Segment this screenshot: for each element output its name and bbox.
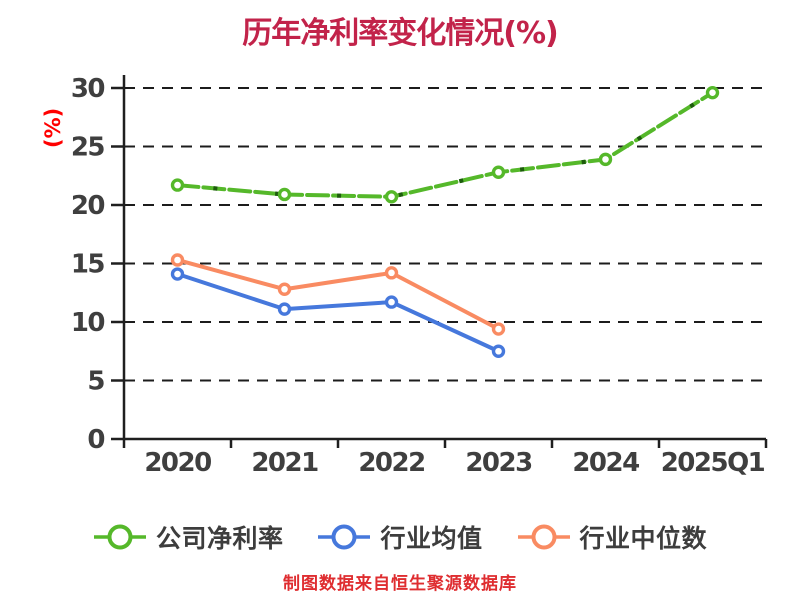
x-tick-label-2025Q1: 2025Q1 (661, 448, 765, 478)
y-tick-label: 5 (87, 367, 104, 397)
y-tick-label: 20 (71, 191, 105, 221)
x-tick-label-2020: 2020 (144, 448, 211, 478)
data-point-行业中位数-2022 (384, 266, 399, 280)
legend-item-industry-median: 行业中位数 (517, 519, 708, 555)
legend-item-company-net-margin: 公司净利率 (93, 519, 284, 555)
series-group (170, 85, 720, 358)
legend-marker-icon (318, 524, 371, 550)
x-tick-label-2024: 2024 (572, 448, 639, 478)
chart-legend: 公司净利率 行业均值 行业中位数 (0, 519, 800, 555)
data-point-公司净利率-2020 (170, 178, 185, 192)
series-line-行业均值 (175, 272, 501, 354)
x-tick-label-2021: 2021 (251, 448, 318, 478)
data-point-行业均值-2023 (491, 344, 506, 358)
series-line-行业中位数 (175, 257, 501, 332)
legend-label: 行业均值 (380, 524, 483, 553)
data-point-行业中位数-2021 (277, 282, 292, 296)
legend-marker-icon (93, 524, 146, 550)
x-tick-label-2023: 2023 (465, 448, 532, 478)
data-point-行业中位数-2020 (170, 253, 185, 267)
data-point-公司净利率-2025Q1 (705, 85, 720, 100)
legend-item-industry-mean: 行业均值 (317, 519, 482, 555)
data-point-行业均值-2022 (384, 295, 399, 309)
data-point-行业均值-2021 (277, 302, 292, 316)
legend-label: 公司净利率 (155, 524, 284, 553)
data-point-公司净利率-2023 (491, 165, 506, 179)
net-margin-line-chart: 0 5 10 15 20 25 30 2020 2021 2022 2023 2024 2025Q1 (… (41, 74, 770, 478)
data-point-行业中位数-2023 (491, 322, 506, 336)
y-tick-label: 25 (71, 133, 105, 163)
legend-label: 行业中位数 (579, 524, 708, 553)
data-point-公司净利率-2024 (598, 152, 613, 167)
legend-marker-icon (517, 524, 570, 550)
data-point-公司净利率-2022 (384, 190, 399, 204)
data-point-公司净利率-2021 (277, 187, 292, 202)
y-tick-label: 15 (71, 250, 105, 280)
y-axis-unit-label: (%) (41, 108, 65, 148)
series-line-公司净利率 (175, 90, 715, 199)
y-tick-label: 10 (71, 308, 105, 338)
axes-group (122, 75, 766, 441)
x-tick-label-2022: 2022 (358, 448, 424, 478)
y-tick-label: 30 (71, 74, 105, 104)
gridlines-group (124, 87, 770, 382)
data-point-行业均值-2020 (170, 267, 185, 281)
data-source-footer: 制图数据来自恒生聚源数据库 (283, 574, 517, 594)
chart-title: 历年净利率变化情况(%) (242, 16, 558, 51)
ticks-group: 0 5 10 15 20 25 30 2020 2021 2022 2023 2024 2025Q1 (71, 74, 768, 478)
y-tick-label: 0 (87, 425, 104, 455)
